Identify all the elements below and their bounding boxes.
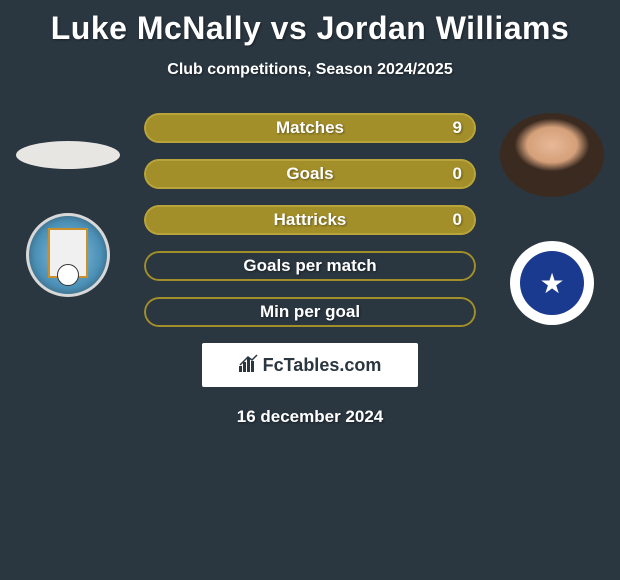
stat-label: Goals	[286, 164, 333, 184]
page-title: Luke McNally vs Jordan Williams	[0, 0, 620, 47]
stat-value: 0	[453, 164, 462, 184]
player-face-icon	[500, 113, 604, 197]
stat-row: Goals per match	[144, 251, 476, 281]
stat-label: Hattricks	[274, 210, 347, 230]
stat-value: 9	[453, 118, 462, 138]
left-player-column	[8, 113, 128, 297]
portsmouth-circle-icon: ★	[520, 251, 584, 315]
stat-value: 0	[453, 210, 462, 230]
stat-row: Goals 0	[144, 159, 476, 189]
stat-label: Goals per match	[243, 256, 376, 276]
stat-label: Matches	[276, 118, 344, 138]
coventry-ball-icon	[57, 264, 79, 286]
chart-icon	[239, 354, 259, 377]
stats-list: Matches 9 Goals 0 Hattricks 0 Goals per match M…	[144, 113, 476, 327]
date-label: 16 december 2024	[0, 407, 620, 427]
stat-row: Matches 9	[144, 113, 476, 143]
brand-box: FcTables.com	[202, 343, 418, 387]
right-player-column: ★	[492, 113, 612, 325]
club-badge-right: ★	[510, 241, 594, 325]
player-avatar-left	[16, 141, 120, 169]
brand-text: FcTables.com	[263, 355, 382, 376]
player-avatar-right	[500, 113, 604, 197]
club-badge-left	[26, 213, 110, 297]
comparison-content: ★ Matches 9 Goals 0 Hattricks 0 Goals per matc…	[0, 113, 620, 427]
star-icon: ★	[539, 267, 564, 300]
stat-row: Hattricks 0	[144, 205, 476, 235]
stat-row: Min per goal	[144, 297, 476, 327]
page-subtitle: Club competitions, Season 2024/2025	[0, 61, 620, 79]
stat-label: Min per goal	[260, 302, 360, 322]
